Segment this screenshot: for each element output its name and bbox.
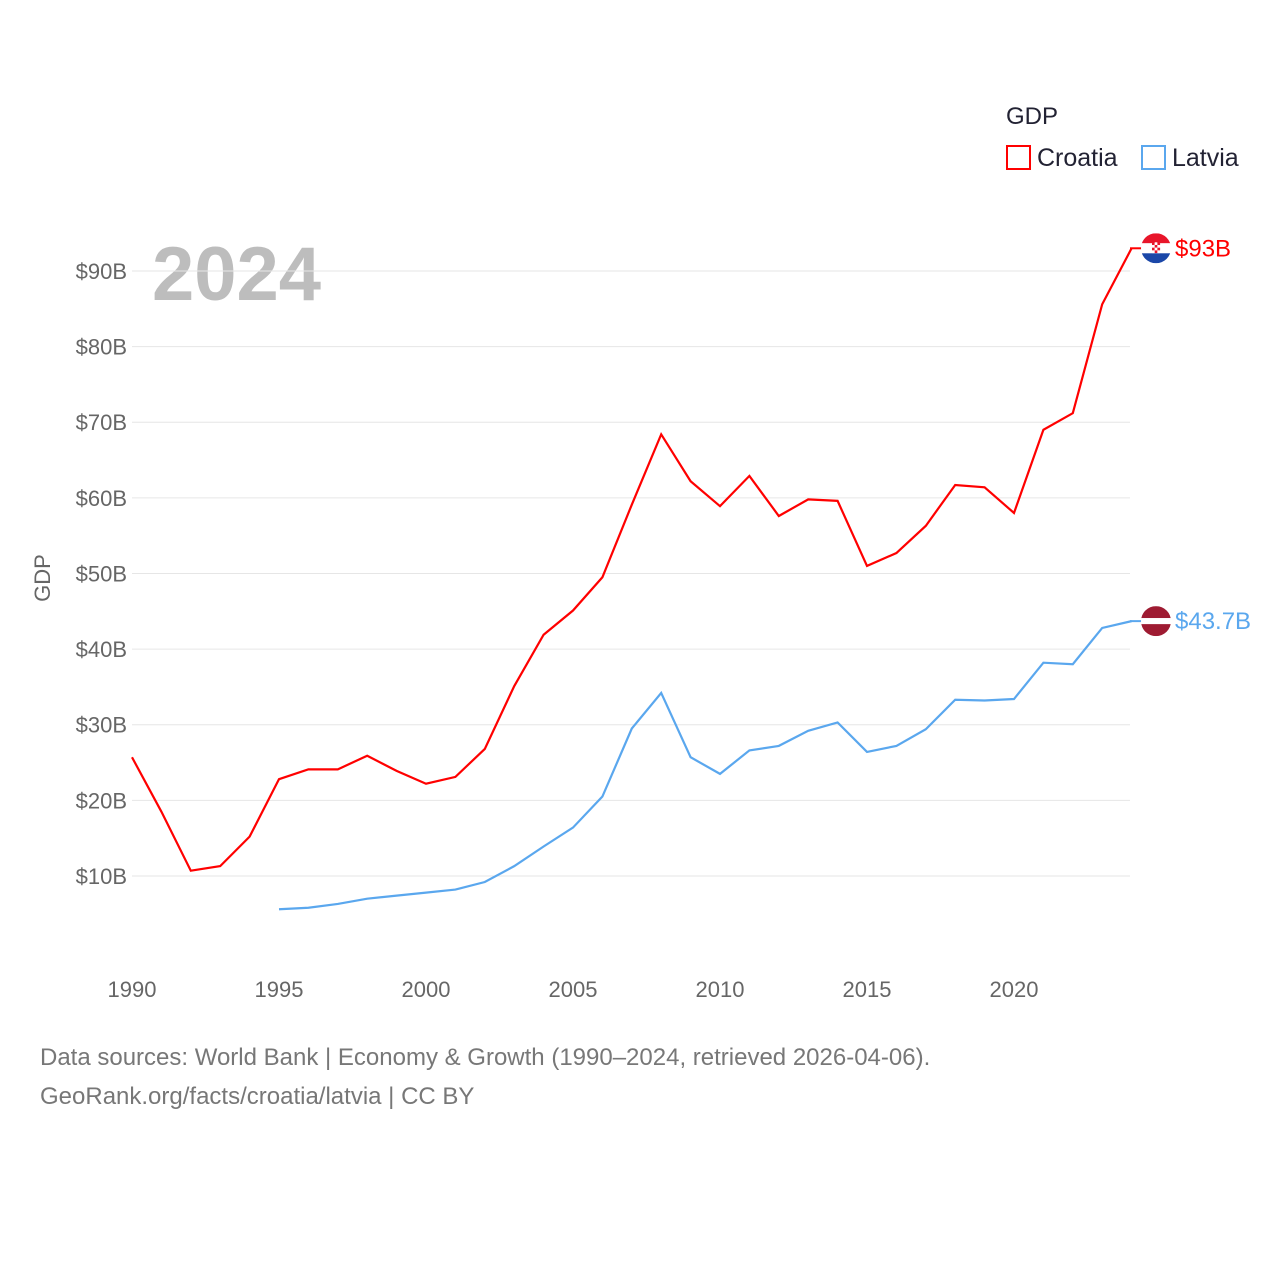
end-value-label-croatia: $93B <box>1175 235 1231 262</box>
croatia-flag-icon <box>1141 233 1171 264</box>
y-tick-label: $60B <box>76 486 127 511</box>
y-tick-label: $10B <box>76 864 127 889</box>
series-line-croatia <box>131 247 1133 872</box>
x-tick-label: 2020 <box>990 977 1039 1002</box>
x-tick-label: 2010 <box>696 977 745 1002</box>
series-line-latvia <box>278 620 1132 911</box>
y-tick-label: $30B <box>76 713 127 738</box>
y-tick-label: $70B <box>76 410 127 435</box>
x-tick-label: 1995 <box>255 977 304 1002</box>
y-tick-label: $80B <box>76 335 127 360</box>
x-tick-label: 2015 <box>843 977 892 1002</box>
x-tick-label: 2000 <box>402 977 451 1002</box>
year-label: 2024 <box>152 232 321 317</box>
end-value-label-latvia: $43.7B <box>1175 608 1251 635</box>
legend-title: GDP <box>1006 103 1058 130</box>
x-tick-label: 1990 <box>108 977 157 1002</box>
footer-url[interactable]: GeoRank.org/facts/croatia/latvia | CC BY <box>40 1083 475 1110</box>
y-tick-label: $20B <box>76 788 127 813</box>
y-tick-label: $50B <box>76 561 127 586</box>
y-tick-label: $40B <box>76 637 127 662</box>
legend-label-latvia[interactable]: Latvia <box>1172 144 1239 172</box>
legend-swatch-latvia[interactable] <box>1141 145 1166 170</box>
legend-swatch-croatia[interactable] <box>1006 145 1031 170</box>
footer-sources: Data sources: World Bank | Economy & Gro… <box>40 1044 931 1071</box>
latvia-flag-icon <box>1141 606 1171 637</box>
y-axis-label: GDP <box>30 554 55 602</box>
y-tick-label: $90B <box>76 259 127 284</box>
legend-label-croatia[interactable]: Croatia <box>1037 144 1118 172</box>
x-tick-label: 2005 <box>549 977 598 1002</box>
